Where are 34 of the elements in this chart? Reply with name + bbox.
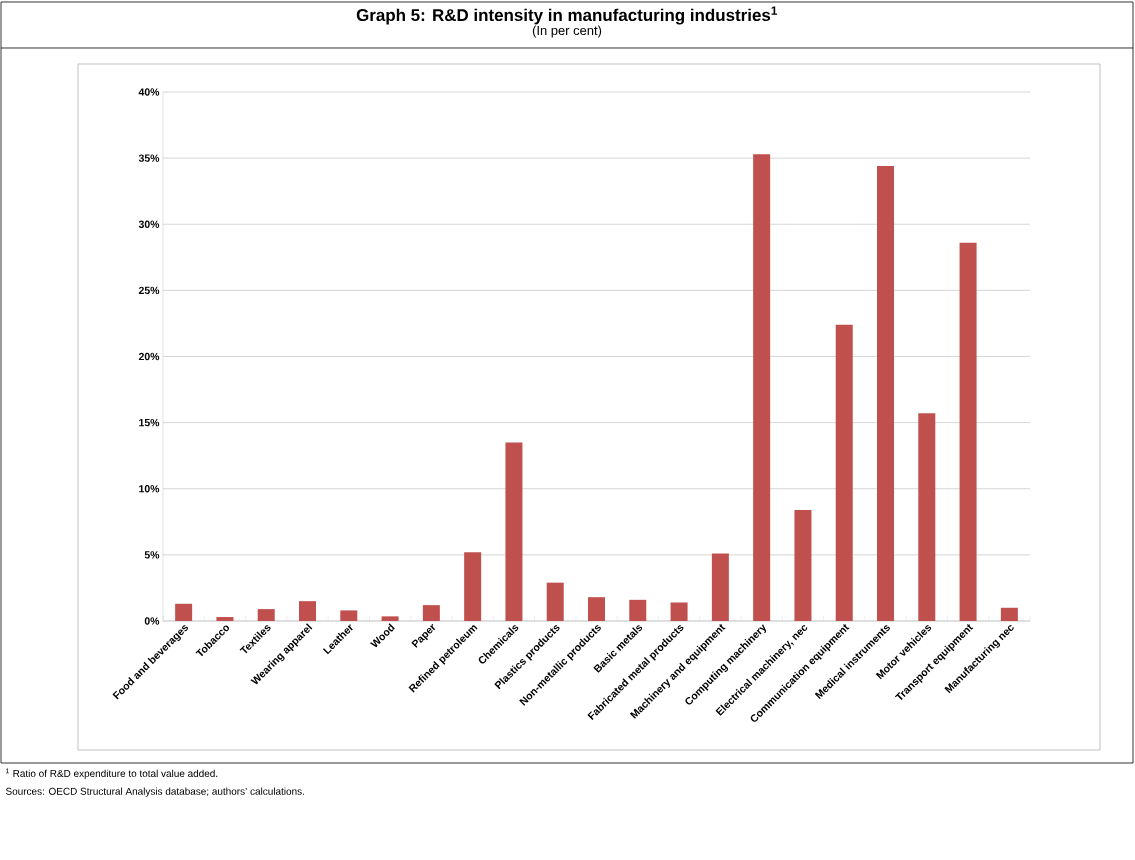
bar bbox=[257, 609, 275, 621]
bar bbox=[299, 601, 316, 621]
y-tick-label: 30% bbox=[138, 220, 160, 228]
source-note: Sources: OECD Structural Analysis database; authors’ calculations. bbox=[5, 787, 304, 797]
bar bbox=[175, 603, 193, 621]
bar bbox=[464, 552, 482, 621]
bar bbox=[505, 442, 523, 621]
bar bbox=[1000, 607, 1018, 621]
y-tick-label: 25% bbox=[138, 286, 160, 295]
bar bbox=[711, 553, 729, 621]
bar bbox=[753, 154, 771, 621]
y-tick-label: 40% bbox=[138, 88, 160, 96]
bar bbox=[918, 413, 936, 621]
chart-title: Graph 5: R&D intensity in manufacturing industries$^{1}$ bbox=[356, 6, 778, 25]
bar bbox=[629, 599, 647, 621]
bar bbox=[546, 582, 564, 621]
chart-subtitle: (In per cent) bbox=[532, 25, 602, 38]
y-tick-label: 15% bbox=[139, 418, 160, 427]
y-tick-label: 20% bbox=[138, 352, 160, 361]
bar bbox=[381, 616, 399, 621]
bar bbox=[877, 166, 895, 621]
y-tick-label: 0% bbox=[144, 617, 160, 625]
y-tick-label: 35% bbox=[138, 154, 160, 162]
text: $^{1}$ Ratio of R&D expenditure to total value added. bbox=[6, 768, 218, 779]
bar bbox=[216, 617, 234, 621]
bar bbox=[959, 242, 977, 621]
bar bbox=[835, 324, 853, 621]
bar bbox=[794, 509, 812, 621]
y-tick-label: 5% bbox=[144, 551, 160, 559]
bar bbox=[670, 602, 688, 621]
y-tick-label: 10% bbox=[139, 485, 160, 493]
bar bbox=[588, 597, 605, 621]
bar bbox=[422, 605, 440, 621]
bar bbox=[340, 610, 358, 621]
